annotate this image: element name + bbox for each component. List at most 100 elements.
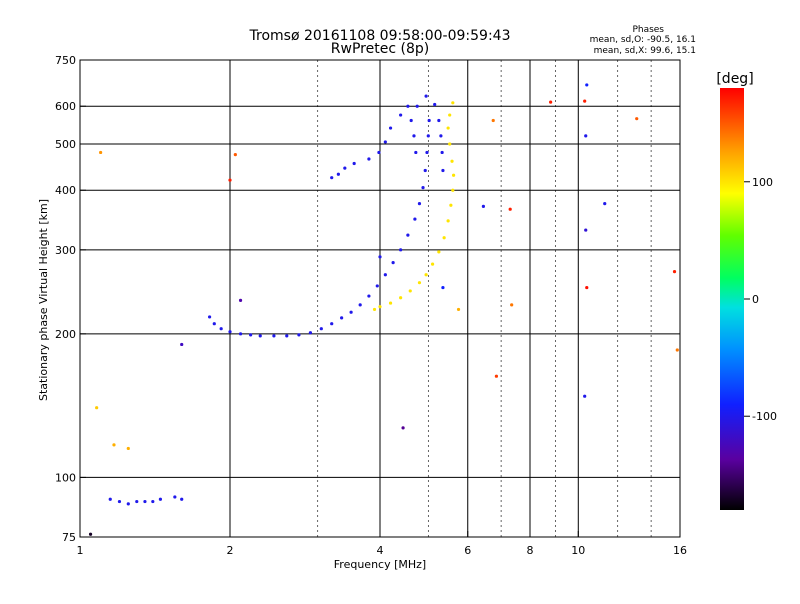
data-point xyxy=(207,315,212,319)
data-point xyxy=(421,186,425,190)
data-point xyxy=(584,134,588,138)
data-point xyxy=(406,233,410,237)
data-point xyxy=(367,294,371,298)
chart-title: Tromsø 20161108 09:58:00-09:59:43 xyxy=(249,28,511,44)
data-point xyxy=(415,104,419,108)
data-point xyxy=(437,118,441,123)
x-tick-label: 4 xyxy=(377,544,384,557)
data-point xyxy=(158,497,163,501)
data-point xyxy=(583,394,587,398)
data-point xyxy=(151,499,155,504)
y-tick-label: 600 xyxy=(55,100,76,113)
data-point xyxy=(399,113,403,117)
y-tick-label: 200 xyxy=(55,328,76,341)
data-point xyxy=(635,117,639,121)
data-point xyxy=(412,134,416,138)
data-point xyxy=(117,499,122,504)
data-point xyxy=(212,322,216,326)
data-point xyxy=(358,303,362,307)
data-point xyxy=(352,161,356,166)
data-point xyxy=(95,406,99,410)
data-point xyxy=(583,99,587,103)
data-point xyxy=(675,348,679,352)
data-point xyxy=(233,153,237,157)
data-point xyxy=(451,173,456,177)
data-point xyxy=(433,102,437,107)
data-point xyxy=(399,248,403,252)
colorbar xyxy=(720,88,744,510)
data-point xyxy=(409,118,413,123)
data-point xyxy=(340,316,344,320)
colorbar-ticks: 100 0 -100 xyxy=(744,176,777,423)
data-point xyxy=(272,334,276,338)
data-point xyxy=(441,285,445,290)
stats-o-line: mean, sd,O: -90.5, 16.1 xyxy=(590,35,696,45)
x-tick-label: 6 xyxy=(464,544,471,557)
data-point xyxy=(173,495,177,499)
data-point xyxy=(349,310,353,314)
y-tick-label: 100 xyxy=(55,471,76,484)
data-point xyxy=(383,273,387,277)
data-point xyxy=(378,305,382,309)
data-point xyxy=(126,446,130,451)
data-point xyxy=(88,532,93,536)
data-point xyxy=(440,150,444,155)
data-point xyxy=(414,150,418,155)
data-point xyxy=(143,499,147,504)
data-point xyxy=(439,134,443,138)
data-point xyxy=(135,499,139,504)
data-point xyxy=(672,270,677,274)
data-point xyxy=(549,100,553,104)
chart-subtitle: RwPretec (8p) xyxy=(331,41,429,57)
data-point xyxy=(427,118,431,123)
data-point xyxy=(378,255,382,259)
data-point xyxy=(377,150,381,155)
data-point xyxy=(508,207,512,211)
y-tick-label: 500 xyxy=(55,138,76,151)
data-point xyxy=(417,201,422,206)
data-point xyxy=(585,83,589,87)
data-point xyxy=(451,188,455,192)
data-point xyxy=(258,334,262,338)
data-point xyxy=(330,322,334,326)
y-tick-label: 750 xyxy=(55,54,76,67)
data-point xyxy=(406,104,410,108)
data-points xyxy=(88,83,679,536)
y-tick-label: 75 xyxy=(62,531,76,544)
x-tick-label: 16 xyxy=(673,544,687,557)
stats-x-line: mean, sd,X: 99.6, 15.1 xyxy=(594,46,696,56)
data-point xyxy=(180,342,184,347)
x-axis-label: Frequency [MHz] xyxy=(334,558,426,571)
y-tick-label: 300 xyxy=(55,244,76,257)
data-point xyxy=(448,142,452,146)
data-point xyxy=(584,228,588,232)
data-point xyxy=(401,426,405,430)
y-axis-label: Stationary phase Virtual Height [km] xyxy=(37,199,50,401)
data-point xyxy=(108,497,112,501)
data-point xyxy=(408,289,412,293)
data-point xyxy=(494,374,499,378)
x-tick-label: 1 xyxy=(77,544,84,557)
y-tick-label: 400 xyxy=(55,184,76,197)
data-point xyxy=(446,219,450,223)
data-point xyxy=(388,301,393,305)
colorbar-tick-label: 0 xyxy=(752,293,759,306)
data-point xyxy=(413,217,417,221)
data-point xyxy=(425,150,429,155)
data-point xyxy=(449,203,453,207)
data-point xyxy=(99,150,103,155)
data-point xyxy=(426,134,430,138)
colorbar-tick-label: -100 xyxy=(752,410,777,423)
data-point xyxy=(424,273,428,277)
data-point xyxy=(450,159,454,163)
data-point xyxy=(491,118,495,123)
x-tick-label: 8 xyxy=(527,544,534,557)
data-point xyxy=(603,201,607,206)
data-point xyxy=(336,172,340,176)
data-point xyxy=(126,502,130,506)
data-point xyxy=(399,296,403,300)
data-point xyxy=(285,334,289,338)
colorbar-label: [deg] xyxy=(716,71,753,87)
data-point xyxy=(367,157,371,161)
